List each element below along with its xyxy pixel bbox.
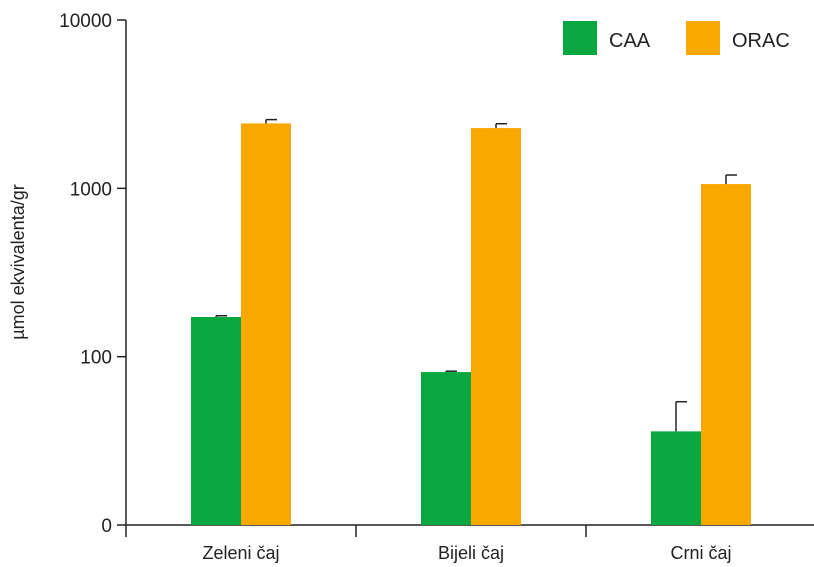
y-axis: 0 100 1000 10000 bbox=[59, 11, 127, 537]
bar-orac bbox=[701, 184, 751, 525]
legend: CAA ORAC bbox=[563, 21, 790, 55]
bars bbox=[191, 118, 751, 525]
bar-caa bbox=[421, 372, 471, 525]
y-tick-label: 0 bbox=[101, 516, 112, 537]
x-tick-label: Bijeli čaj bbox=[438, 543, 504, 563]
y-tick-label: 100 bbox=[80, 348, 112, 369]
x-tick-label: Zeleni čaj bbox=[202, 543, 279, 563]
legend-label-orac: ORAC bbox=[732, 30, 790, 52]
y-axis-title: µmol ekvivalenta/gr bbox=[8, 184, 28, 339]
y-tick-label: 10000 bbox=[59, 11, 112, 32]
x-axis: Zeleni čaj Bijeli čaj Crni čaj bbox=[125, 524, 814, 563]
y-tick-label: 1000 bbox=[70, 179, 112, 200]
bar-caa bbox=[191, 317, 241, 525]
legend-label-caa: CAA bbox=[609, 30, 651, 52]
legend-swatch-caa bbox=[563, 21, 597, 55]
bar-orac bbox=[241, 123, 291, 525]
legend-swatch-orac bbox=[686, 21, 720, 55]
x-tick-label: Crni čaj bbox=[670, 543, 731, 563]
bar-orac bbox=[471, 128, 521, 525]
bar-caa bbox=[651, 431, 701, 525]
